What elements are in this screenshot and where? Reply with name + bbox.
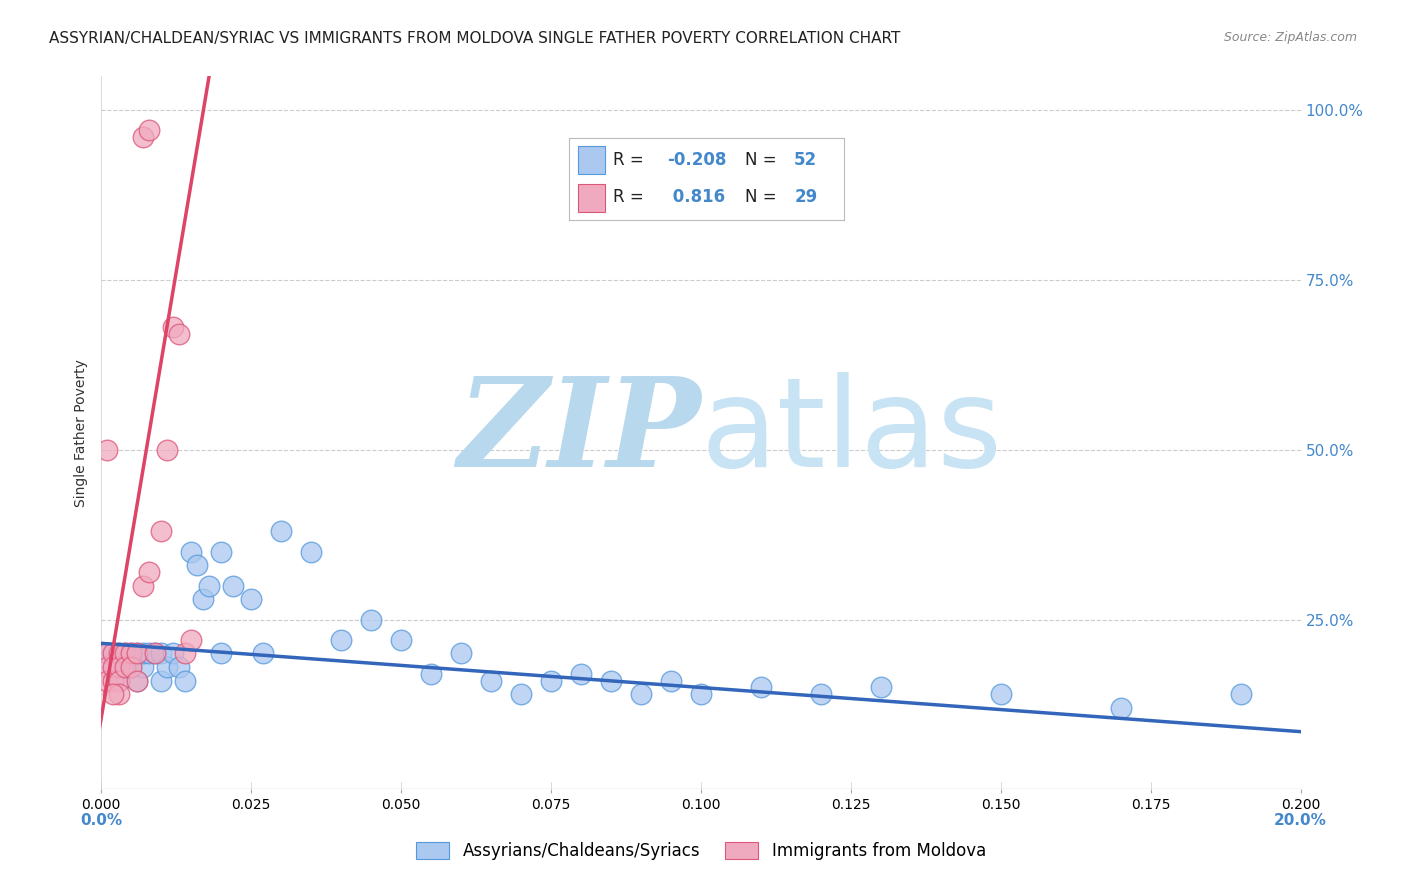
Text: atlas: atlas — [700, 372, 1002, 493]
Point — [108, 660, 131, 674]
Point — [103, 687, 125, 701]
Point — [569, 666, 592, 681]
Point — [162, 647, 184, 661]
Point — [810, 687, 832, 701]
Text: 29: 29 — [794, 188, 817, 206]
Point — [108, 687, 131, 701]
Text: 20.0%: 20.0% — [1274, 814, 1327, 828]
Point — [990, 687, 1012, 701]
Point — [127, 673, 149, 688]
Point — [108, 647, 131, 661]
Point — [96, 442, 118, 457]
Point — [156, 660, 179, 674]
Point — [103, 660, 125, 674]
Point — [132, 130, 155, 145]
Point — [180, 632, 202, 647]
Point — [120, 647, 142, 661]
Point — [103, 647, 125, 661]
Point — [222, 578, 245, 592]
Legend: Assyrians/Chaldeans/Syriacs, Immigrants from Moldova: Assyrians/Chaldeans/Syriacs, Immigrants … — [409, 835, 993, 867]
Point — [540, 673, 562, 688]
Point — [120, 660, 142, 674]
Bar — [578, 185, 605, 212]
Point — [114, 660, 136, 674]
Point — [479, 673, 502, 688]
Point — [150, 673, 173, 688]
Point — [108, 660, 131, 674]
Point — [132, 647, 155, 661]
Point — [749, 681, 772, 695]
Point — [186, 558, 208, 573]
Text: 0.0%: 0.0% — [80, 814, 122, 828]
Point — [143, 647, 166, 661]
Point — [103, 673, 125, 688]
Point — [209, 647, 232, 661]
Text: R =: R = — [613, 188, 650, 206]
Point — [96, 660, 118, 674]
Point — [1229, 687, 1251, 701]
Point — [510, 687, 533, 701]
Point — [193, 592, 215, 607]
Point — [174, 673, 197, 688]
Text: R =: R = — [613, 152, 650, 169]
Point — [630, 687, 652, 701]
Point — [127, 647, 149, 661]
Point — [420, 666, 443, 681]
Point — [138, 565, 160, 579]
Text: ASSYRIAN/CHALDEAN/SYRIAC VS IMMIGRANTS FROM MOLDOVA SINGLE FATHER POVERTY CORREL: ASSYRIAN/CHALDEAN/SYRIAC VS IMMIGRANTS F… — [49, 31, 901, 46]
Point — [96, 647, 118, 661]
Point — [143, 647, 166, 661]
Point — [103, 647, 125, 661]
Point — [389, 632, 412, 647]
Point — [120, 660, 142, 674]
Point — [450, 647, 472, 661]
Point — [114, 660, 136, 674]
Point — [138, 123, 160, 137]
Point — [240, 592, 263, 607]
Point — [120, 647, 142, 661]
Point — [330, 632, 353, 647]
Point — [180, 544, 202, 558]
Point — [150, 524, 173, 538]
Point — [114, 647, 136, 661]
Text: N =: N = — [745, 188, 782, 206]
Point — [127, 647, 149, 661]
Point — [869, 681, 891, 695]
Point — [167, 660, 190, 674]
Bar — [578, 146, 605, 174]
Point — [132, 578, 155, 592]
Point — [1109, 701, 1132, 715]
Point — [600, 673, 623, 688]
Point — [659, 673, 682, 688]
Point — [132, 660, 155, 674]
Point — [174, 647, 197, 661]
Point — [96, 673, 118, 688]
Text: 52: 52 — [794, 152, 817, 169]
Y-axis label: Single Father Poverty: Single Father Poverty — [75, 359, 89, 507]
Point — [108, 673, 131, 688]
Point — [150, 647, 173, 661]
Point — [96, 647, 118, 661]
Point — [108, 673, 131, 688]
Text: ZIP: ZIP — [457, 372, 700, 493]
Point — [103, 660, 125, 674]
Point — [108, 647, 131, 661]
Point — [252, 647, 274, 661]
Point — [299, 544, 322, 558]
Point — [127, 673, 149, 688]
Point — [114, 647, 136, 661]
Point — [360, 613, 382, 627]
Point — [167, 327, 190, 342]
Point — [209, 544, 232, 558]
Point — [198, 578, 221, 592]
Text: 0.816: 0.816 — [666, 188, 725, 206]
Point — [689, 687, 711, 701]
Text: -0.208: -0.208 — [666, 152, 725, 169]
Text: N =: N = — [745, 152, 782, 169]
Text: Source: ZipAtlas.com: Source: ZipAtlas.com — [1223, 31, 1357, 45]
Point — [162, 320, 184, 334]
Point — [270, 524, 292, 538]
Point — [138, 647, 160, 661]
Point — [156, 442, 179, 457]
